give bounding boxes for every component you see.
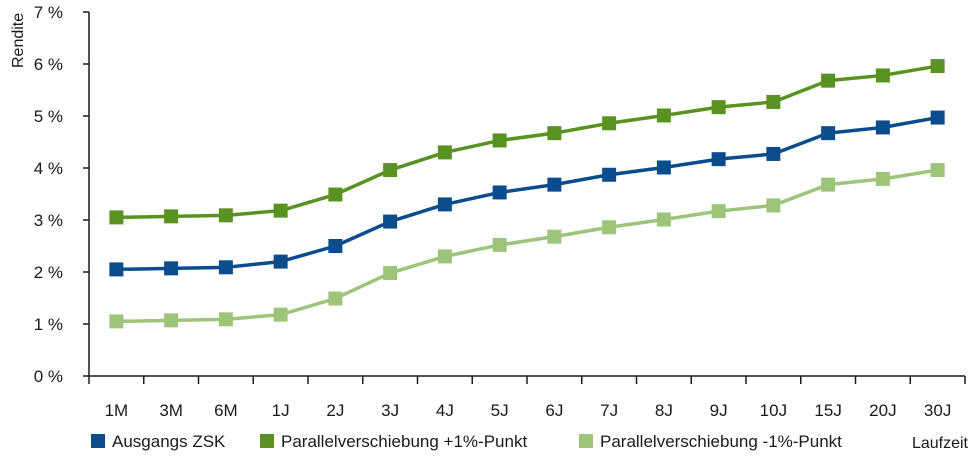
legend: Ausgangs ZSK Parallelverschiebung +1%-Pun… <box>91 432 842 451</box>
data-point <box>930 59 945 74</box>
x-tick-label: 9J <box>710 401 728 420</box>
series-line <box>116 168 938 324</box>
data-point <box>328 187 343 202</box>
legend-swatch <box>260 434 274 448</box>
data-point <box>766 198 781 213</box>
data-point <box>821 126 836 141</box>
x-tick-label: 6J <box>545 401 563 420</box>
x-tick-label: 5J <box>491 401 509 420</box>
y-tick-label: 0 % <box>34 367 63 386</box>
x-tick-label: 30J <box>924 401 951 420</box>
x-axis-title: Laufzeit <box>912 435 969 452</box>
x-tick-label: 2J <box>326 401 344 420</box>
data-point <box>218 312 233 327</box>
data-point <box>218 208 233 223</box>
x-tick-label: 1J <box>272 401 290 420</box>
y-ticks: 0 % 1 % 2 % 3 % 4 % 5 % 6 % 7 % <box>34 3 89 386</box>
x-ticks: 1M 3M 6M 1J 2J 3J 4J 5J 6J 7J 8J 9J 10J 15J 20J 30J <box>88 376 966 420</box>
data-point <box>218 260 233 275</box>
data-point <box>875 120 890 135</box>
x-tick-label: 6M <box>214 401 238 420</box>
series-2 <box>109 59 945 225</box>
data-point <box>930 110 945 125</box>
x-tick-label: 4J <box>436 401 454 420</box>
data-point <box>383 163 398 178</box>
data-point <box>492 185 507 200</box>
data-point <box>547 126 562 141</box>
data-point <box>437 249 452 264</box>
data-point <box>383 214 398 229</box>
y-tick-label: 6 % <box>34 55 63 74</box>
data-point <box>875 68 890 83</box>
data-point <box>492 237 507 252</box>
legend-item: Ausgangs ZSK <box>91 432 226 451</box>
data-point <box>164 313 179 328</box>
data-point <box>766 146 781 161</box>
data-point <box>547 229 562 244</box>
data-point <box>109 210 124 225</box>
data-point <box>602 220 617 235</box>
x-tick-label: 15J <box>814 401 841 420</box>
data-point <box>273 307 288 322</box>
data-point <box>930 163 945 178</box>
data-point <box>602 116 617 131</box>
series-line <box>116 115 938 272</box>
x-tick-label: 3M <box>159 401 183 420</box>
y-tick-label: 3 % <box>34 211 63 230</box>
data-point <box>109 314 124 329</box>
data-point <box>273 254 288 269</box>
x-tick-label: 1M <box>105 401 129 420</box>
data-point <box>711 100 726 115</box>
data-point <box>328 291 343 306</box>
y-tick-label: 2 % <box>34 263 63 282</box>
legend-label: Parallelverschiebung -1%-Punkt <box>600 432 842 451</box>
data-point <box>492 133 507 148</box>
series-layer <box>109 59 945 329</box>
x-tick-label: 7J <box>600 401 618 420</box>
y-tick-label: 7 % <box>34 3 63 22</box>
data-point <box>766 94 781 109</box>
data-point <box>875 171 890 186</box>
legend-item: Parallelverschiebung +1%-Punkt <box>260 432 527 451</box>
legend-swatch <box>579 434 593 448</box>
series-3 <box>109 163 945 329</box>
y-tick-label: 4 % <box>34 159 63 178</box>
series-1 <box>109 110 945 277</box>
x-tick-label: 8J <box>655 401 673 420</box>
data-point <box>656 212 671 227</box>
x-tick-label: 20J <box>869 401 896 420</box>
data-point <box>328 239 343 253</box>
data-point <box>383 266 398 281</box>
legend-item: Parallelverschiebung -1%-Punkt <box>579 432 842 451</box>
data-point <box>711 152 726 167</box>
data-point <box>437 145 452 160</box>
y-axis-title: Rendite <box>10 13 27 68</box>
legend-swatch <box>91 434 105 448</box>
y-tick-label: 5 % <box>34 107 63 126</box>
data-point <box>821 73 836 88</box>
data-point <box>437 197 452 212</box>
legend-label: Ausgangs ZSK <box>112 432 226 451</box>
data-point <box>547 177 562 192</box>
y-tick-label: 1 % <box>34 315 63 334</box>
data-point <box>602 167 617 182</box>
data-point <box>164 261 179 276</box>
legend-label: Parallelverschiebung +1%-Punkt <box>281 432 527 451</box>
x-tick-label: 3J <box>381 401 399 420</box>
data-point <box>273 203 288 218</box>
data-point <box>656 160 671 175</box>
data-point <box>711 204 726 219</box>
data-point <box>656 108 671 123</box>
series-line <box>116 64 938 220</box>
data-point <box>164 209 179 224</box>
data-point <box>109 262 124 277</box>
data-point <box>821 177 836 192</box>
x-tick-label: 10J <box>760 401 787 420</box>
